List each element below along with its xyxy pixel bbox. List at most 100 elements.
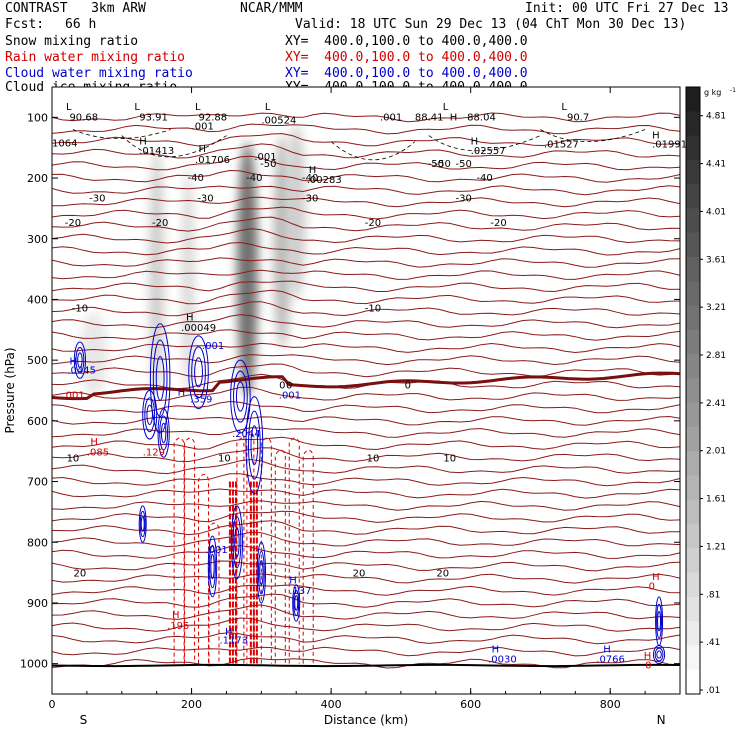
colorbar-swatch: [686, 232, 700, 258]
contour-annotation: .001: [192, 121, 214, 132]
isotherm-line: [52, 354, 680, 366]
cloud-water-contour: [155, 356, 165, 401]
cloud-water-contour: [152, 339, 168, 418]
forecast-hour: 66 h: [65, 17, 97, 32]
isotherm-line: [52, 531, 680, 548]
contour-annotation: .0445: [67, 366, 96, 377]
isotherm-label: -50: [456, 159, 472, 170]
north-label: N: [657, 713, 666, 727]
colorbar-tick-label: .41: [706, 638, 720, 648]
model-title: CONTRAST 3km ARW: [5, 1, 146, 16]
isotherm-line: [52, 216, 680, 232]
contour-annotation: L: [134, 102, 140, 113]
isotherm-line: [52, 289, 680, 305]
contour-annotation: .359: [190, 395, 212, 406]
contour-annotation: .1173: [219, 636, 248, 647]
cloud-water-contour: [159, 415, 169, 451]
field-rain-name: Rain water mixing ratio: [5, 50, 186, 65]
colorbar: 4.81 4.41 4.01 3.61 3.21 2.81 2.41 2.01 1.61 1.21…: [685, 86, 736, 696]
colorbar-swatch: [686, 621, 700, 646]
isotherm-line: [52, 241, 680, 256]
isotherm-label: 20: [436, 569, 449, 580]
contour-annotation: H: [199, 144, 207, 155]
contour-annotation: 90.68: [69, 112, 98, 123]
isotherm-line: [52, 155, 680, 171]
contour-annotation: L: [561, 102, 567, 113]
colorbar-swatch: [686, 426, 700, 452]
isotherm-line: [52, 573, 680, 584]
isotherm-label: -20: [65, 218, 81, 229]
isotherm-line: [52, 617, 680, 632]
contour-annotation: H: [172, 610, 180, 621]
field-snow-xy: XY= 400.0,100.0 to 400.0,400.0: [285, 34, 528, 49]
isotherm-line: [52, 169, 680, 183]
isotherm-line: [52, 257, 680, 268]
contour-annotation: H: [644, 651, 652, 662]
y-tick-label: 700: [27, 476, 48, 489]
contour-annotation: 0: [649, 582, 655, 593]
contour-annotation: .00049: [181, 323, 216, 334]
isotherm-line: [52, 646, 680, 657]
colorbar-swatch: [686, 135, 700, 161]
colorbar-swatch: [686, 208, 700, 234]
cloud-water-contour: [191, 346, 206, 399]
cloud-water-contours: [73, 323, 666, 665]
cloud-water-contour: [259, 559, 264, 586]
isotherm-line: [52, 520, 680, 536]
colorbar-unit: g kg: [704, 88, 721, 97]
cloud-water-contour: [247, 410, 261, 480]
isotherm-label: -20: [490, 218, 506, 229]
contour-annotation: .001: [62, 390, 84, 401]
contour-annotation: .001: [254, 152, 276, 163]
contour-annotation: .137: [289, 586, 311, 597]
isotherm-line: [52, 301, 680, 317]
rain-contour: [173, 437, 185, 664]
rain-contour: [236, 437, 248, 664]
colorbar-swatch: [686, 184, 700, 209]
contour-annotation: L: [265, 102, 271, 113]
ground-line: [52, 663, 680, 668]
isotherm-label: -30: [197, 193, 213, 204]
isotherm-line: [52, 133, 680, 147]
isotherm-label: -20: [365, 218, 381, 229]
field-snow-name: Snow mixing ratio: [5, 34, 139, 49]
cloud-water-contour: [73, 341, 86, 379]
cloud-water-contour: [250, 425, 259, 466]
colorbar-swatch: [686, 475, 700, 501]
contour-annotation: H: [186, 313, 194, 324]
colorbar-swatch: [686, 354, 700, 379]
cloud-water-contour: [235, 381, 245, 412]
cloud-water-contour: [234, 527, 240, 558]
field-rain-xy: XY= 400.0,100.0 to 400.0,400.0: [285, 50, 528, 65]
isotherm-line: [52, 427, 680, 438]
y-tick-label: 800: [27, 536, 48, 549]
isotherm-label: 10: [67, 453, 80, 464]
cloud-water-contour: [209, 544, 216, 589]
rain-contour: [198, 473, 210, 664]
isotherm-label: 10: [367, 453, 380, 464]
y-tick-label: 500: [27, 354, 48, 367]
isotherm-line: [52, 473, 680, 487]
contour-annotation: .195: [167, 621, 189, 632]
colorbar-swatch: [686, 669, 700, 695]
contour-annotation: .001: [279, 390, 301, 401]
cloud-water-contour: [232, 516, 242, 569]
contour-annotation: .0030: [488, 654, 517, 665]
isotherm-label: 10: [218, 453, 231, 464]
colorbar-swatch: [686, 524, 700, 549]
cloud-water-contour: [294, 595, 299, 611]
contour-annotation: L: [66, 102, 72, 113]
x-tick-label: 0: [49, 698, 56, 711]
rain-contour: [260, 437, 272, 664]
init-time: Init: 00 UTC Fri 27 Dec 13: [525, 1, 729, 16]
rain-contour: [288, 437, 300, 664]
colorbar-swatch: [686, 281, 700, 307]
colorbar-swatch: [686, 329, 700, 355]
colorbar-swatch: [686, 256, 700, 282]
contour-annotation: .01706: [195, 155, 230, 166]
cloud-ice-contour: [428, 135, 541, 152]
contour-annotation: .0766: [596, 654, 625, 665]
colorbar-tick-label: 1.21: [706, 542, 726, 552]
org-label: NCAR/MMM: [240, 1, 303, 16]
isotherm-label: 20: [353, 569, 366, 580]
